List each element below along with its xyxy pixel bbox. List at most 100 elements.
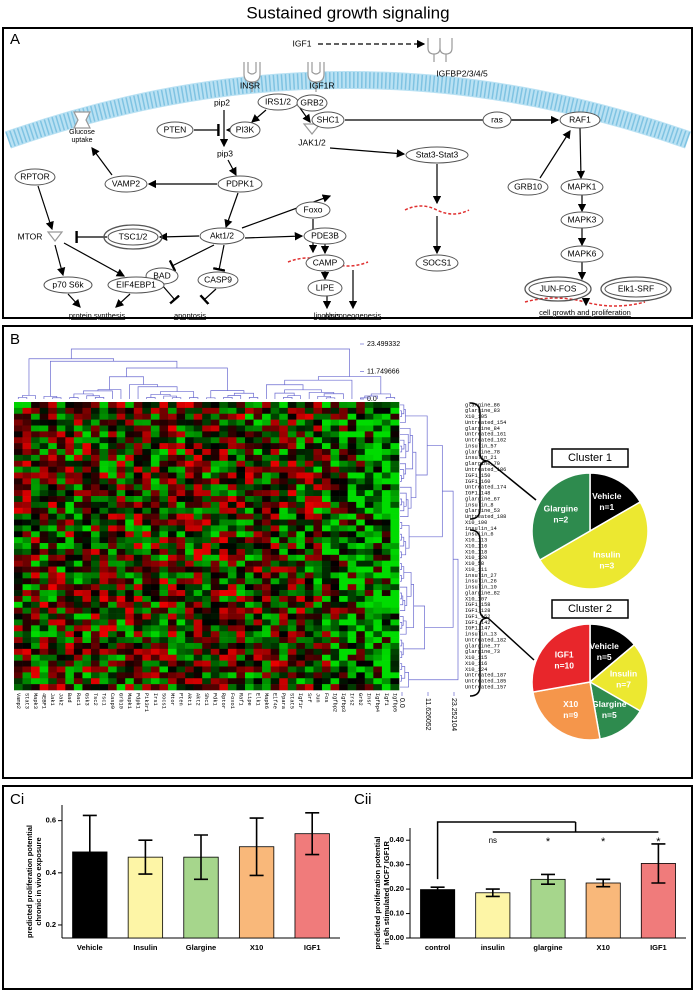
heatmap-cell [142,666,152,673]
heatmap-cell [99,466,109,473]
heatmap-cell [56,443,66,450]
heatmap-cell [287,507,297,514]
heatmap-cell [304,537,314,544]
heatmap-cell [65,525,75,532]
heatmap-cell [322,466,331,473]
heatmap-cell [339,548,348,556]
heatmap-cell [108,648,117,656]
heatmap-cell [14,419,23,426]
heatmap-cell [381,425,391,432]
heatmap-cell [193,437,203,444]
dendrogram-branch [248,397,259,399]
heatmap-cell [48,419,58,426]
node-label: SHC1 [317,114,340,124]
heatmap-cell [381,419,391,426]
row-label: insulin_26 [465,579,497,585]
heatmap-cell [322,584,331,591]
heatmap-cell [296,425,306,432]
heatmap-cell [227,678,237,685]
heatmap-cell [236,642,246,650]
heatmap-cell [108,425,117,432]
heatmap-cell [356,578,366,585]
heatmap-cell [236,613,246,620]
heatmap-cell [262,407,271,415]
heatmap-cell [219,449,229,456]
heatmap-cell [48,507,58,514]
heatmap-cell [82,548,92,556]
node-label: MTOR [18,231,43,241]
heatmap-cell [14,554,23,561]
row-label: X10_107 [465,596,487,602]
heatmap-cell [270,666,280,673]
heatmap-cell [125,431,135,438]
heatmap-cell [322,578,331,585]
slice-value: n=5 [597,652,612,662]
heatmap-cell [236,519,246,526]
heatmap-cell [373,584,383,591]
heatmap-cell [287,525,297,532]
heatmap-cell [347,590,357,597]
heatmap-cell [210,437,220,444]
heatmap-cell [219,648,229,656]
heatmap-cell [159,578,169,585]
heatmap-cell [14,425,23,432]
heatmap-cell [125,443,135,450]
heatmap-cell [99,543,109,550]
dendrogram-tick-label: 0.0 [398,698,405,708]
heatmap-cell [236,566,246,573]
heatmap-cell [279,543,289,550]
heatmap-cell [22,666,32,673]
heatmap-cell [330,548,340,556]
heatmap-cell [210,625,220,632]
heatmap-cell [356,431,366,438]
heatmap-cell [390,443,400,450]
heatmap-cell [313,654,323,661]
heatmap-cell [22,543,32,550]
heatmap-cell [262,460,271,467]
heatmap-cell [142,513,152,520]
heatmap-cell [381,490,391,497]
heatmap-cell [168,684,177,691]
heatmap-cell [210,543,220,550]
heatmap-cell [56,490,66,497]
heatmap-cell [227,684,237,691]
heatmap-cell [381,666,391,673]
heatmap-cell [304,660,314,667]
heatmap-cell [296,666,306,673]
heatmap-cell [22,637,32,644]
heatmap-cell [347,437,357,444]
node-label: RPTOR [20,171,50,181]
column-label: Akt2 [195,693,201,706]
dendrogram-branch [385,397,396,399]
heatmap-cell [108,678,117,685]
heatmap-cell [330,466,340,473]
heatmap-cell [330,648,340,656]
heatmap-cell [227,584,237,591]
heatmap-cell [99,507,109,514]
heatmap-cell [356,490,366,497]
heatmap-cell [219,513,229,520]
heatmap-cell [14,525,23,532]
heatmap-cell [322,531,331,538]
heatmap-cell [22,590,32,597]
heatmap-cell [133,466,143,473]
heatmap-cell [236,425,246,432]
heatmap-cell [236,402,246,409]
heatmap-cell [390,637,400,644]
node-label: IGF1 [293,38,312,48]
slice-value: n=1 [599,502,614,512]
heatmap-cell [91,684,100,691]
heatmap-cell [330,672,340,679]
heatmap-cell [125,631,135,638]
heatmap-cell [236,619,246,626]
heatmap-cell [125,578,135,585]
heatmap-cell [296,472,306,479]
heatmap-cell [91,472,100,479]
heatmap-cell [373,578,383,585]
heatmap-cell [91,460,100,467]
heatmap-cell [227,631,237,638]
heatmap-cell [142,619,152,626]
heatmap-cell [99,566,109,573]
heatmap-cell [22,672,32,679]
heatmap-cell [270,419,280,426]
